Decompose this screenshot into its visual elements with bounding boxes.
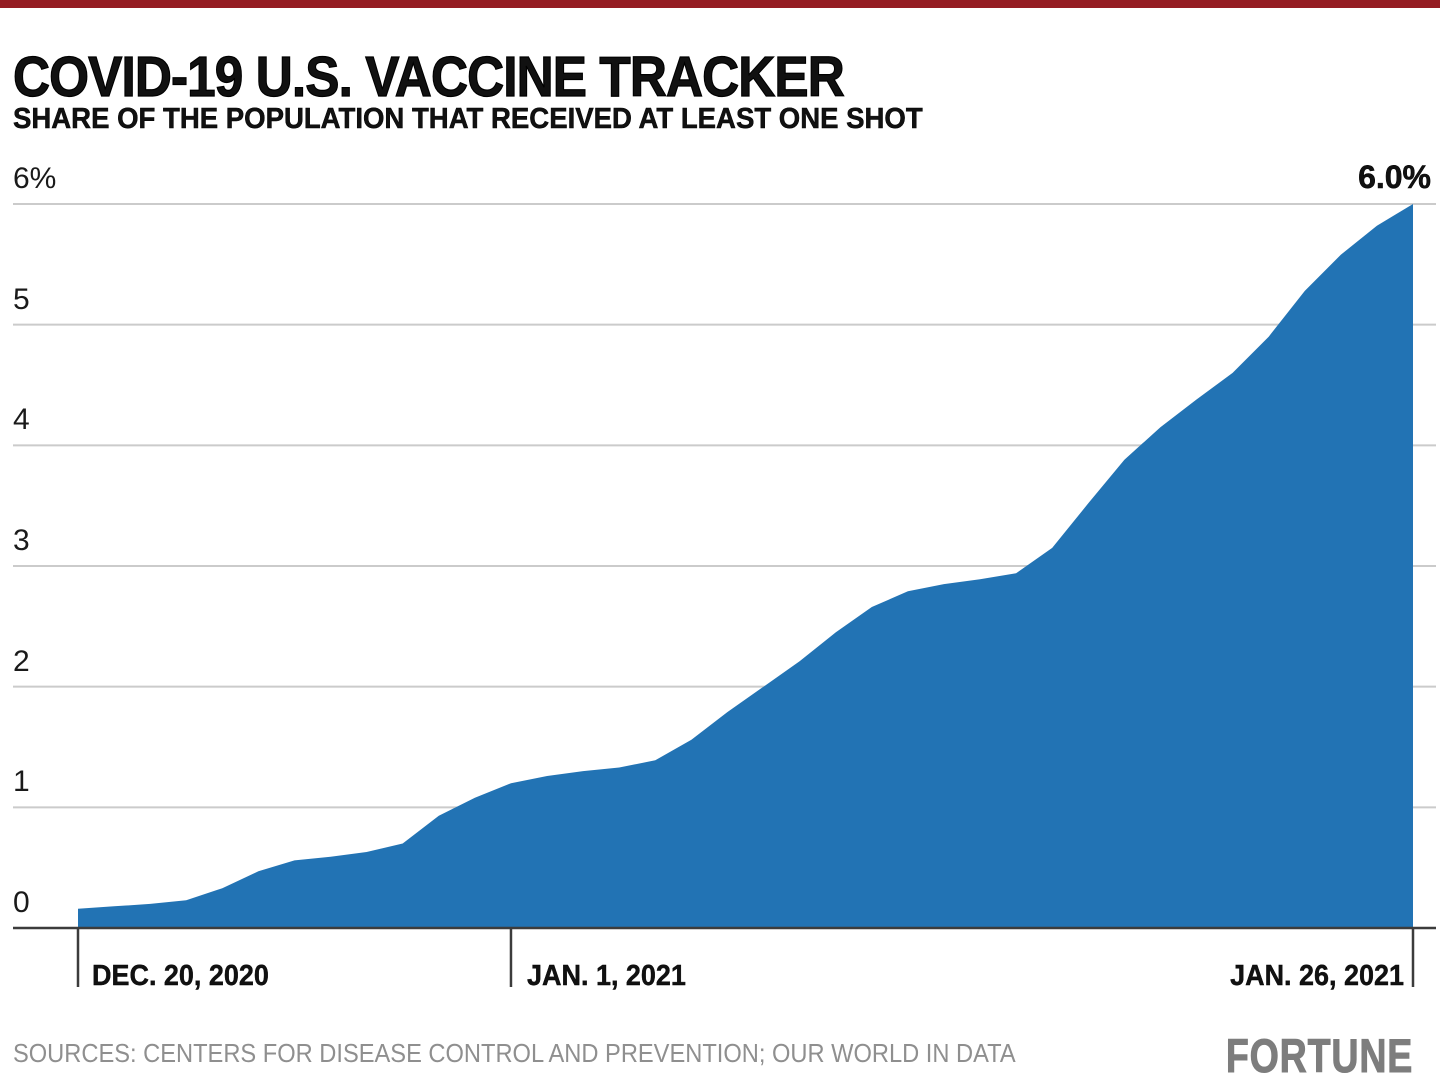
y-axis-label-0: 0 (13, 886, 30, 919)
y-axis-label-3: 3 (13, 524, 30, 557)
chart-title: COVID-19 U.S. VACCINE TRACKER (12, 45, 845, 109)
x-axis-tick-label-dec20: DEC. 20, 2020 (92, 960, 269, 992)
brand-accent-bar (0, 0, 1440, 8)
y-axis-label-4: 4 (13, 403, 30, 436)
chart-subtitle: SHARE OF THE POPULATION THAT RECEIVED AT… (13, 103, 923, 135)
fortune-logo: FORTUNE (1225, 1029, 1413, 1082)
y-axis-label-2: 2 (13, 645, 30, 678)
y-axis-label-1: 1 (13, 765, 30, 798)
y-axis-label-5: 5 (13, 283, 30, 316)
x-axis-tick-label-jan1: JAN. 1, 2021 (527, 960, 686, 992)
sources-attribution: SOURCES: CENTERS FOR DISEASE CONTROL AND… (13, 1038, 1016, 1068)
y-axis-label-6: 6% (13, 162, 57, 195)
peak-value-label: 6.0% (1358, 159, 1431, 195)
x-axis-tick-label-jan26: JAN. 26, 2021 (1230, 960, 1404, 992)
